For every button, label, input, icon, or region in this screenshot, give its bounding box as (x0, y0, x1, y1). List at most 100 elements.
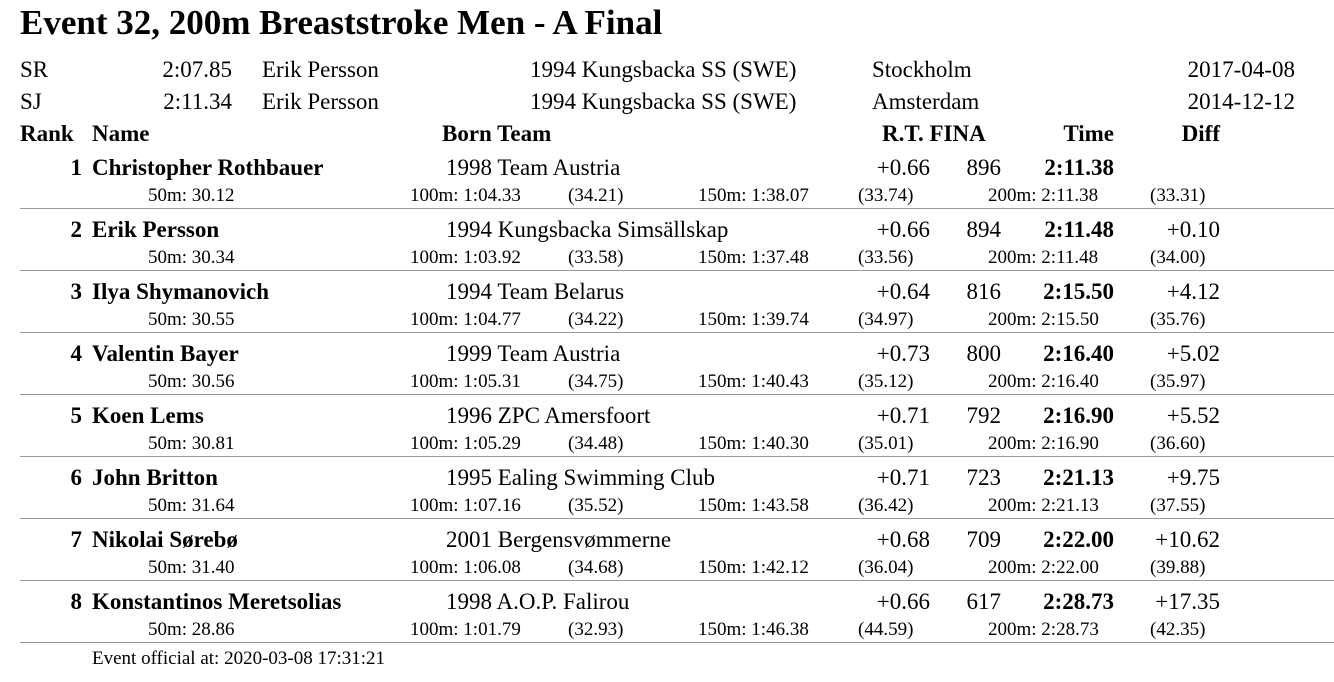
born-team-cell: 1998 A.O.P. Falirou (446, 589, 630, 614)
reaction-time: +0.73 (876, 341, 930, 366)
born-team-cell: 1994 Kungsbacka Simsällskap (446, 217, 729, 242)
row-divider (20, 518, 1334, 519)
final-time: 2:16.90 (1043, 403, 1114, 428)
swimmer-name: John Britton (92, 465, 218, 490)
split-150m: 150m: 1:40.30 (698, 433, 809, 454)
split-50m: 50m: 28.86 (148, 619, 235, 640)
table-row: 3 Ilya Shymanovich 1994 Team Belarus +0.… (0, 279, 1334, 341)
lap-200m: (35.76) (1150, 309, 1206, 330)
record-holder: Erik Persson (262, 57, 379, 82)
diff-cell: +5.52 (1166, 403, 1220, 428)
rank-cell: 8 (70, 589, 83, 614)
lap-100m: (33.58) (568, 247, 624, 268)
reaction-time: +0.64 (876, 279, 930, 304)
row-divider (20, 642, 1334, 643)
reaction-time: +0.71 (876, 403, 930, 428)
rank-cell: 6 (70, 465, 83, 490)
reaction-time: +0.66 (876, 217, 930, 242)
row-divider (20, 270, 1334, 271)
final-time: 2:11.38 (1044, 155, 1114, 180)
split-200m: 200m: 2:22.00 (988, 557, 1099, 578)
split-200m: 200m: 2:11.38 (988, 185, 1099, 206)
lap-200m: (37.55) (1150, 495, 1206, 516)
header-diff: Diff (1181, 121, 1220, 146)
table-row: 1 Christopher Rothbauer 1998 Team Austri… (0, 155, 1334, 217)
diff-cell: +5.02 (1166, 341, 1220, 366)
reaction-time: +0.66 (876, 155, 930, 180)
page-title: Event 32, 200m Breaststroke Men - A Fina… (20, 3, 663, 42)
diff-cell: +0.10 (1166, 217, 1220, 242)
split-200m: 200m: 2:21.13 (988, 495, 1099, 516)
record-holder: Erik Persson (262, 89, 379, 114)
swimmer-name: Ilya Shymanovich (92, 279, 270, 304)
swimmer-name: Christopher Rothbauer (92, 155, 324, 180)
row-divider (20, 456, 1334, 457)
lap-150m: (36.42) (858, 495, 914, 516)
split-100m: 100m: 1:05.31 (410, 371, 521, 392)
split-50m: 50m: 30.81 (148, 433, 235, 454)
rank-cell: 5 (70, 403, 83, 428)
lap-150m: (33.74) (858, 185, 914, 206)
fina-points: 617 (966, 589, 1002, 614)
record-time: 2:07.85 (162, 57, 232, 82)
split-150m: 150m: 1:42.12 (698, 557, 809, 578)
split-150m: 150m: 1:40.43 (698, 371, 809, 392)
fina-points: 792 (966, 403, 1002, 428)
born-team-cell: 1995 Ealing Swimming Club (446, 465, 715, 490)
record-date: 2014-12-12 (1187, 89, 1295, 114)
split-100m: 100m: 1:07.16 (410, 495, 521, 516)
header-born-team: Born Team (442, 121, 552, 146)
event-official-timestamp: Event official at: 2020-03-08 17:31:21 (92, 648, 386, 669)
final-time: 2:28.73 (1043, 589, 1114, 614)
lap-100m: (35.52) (568, 495, 624, 516)
reaction-time: +0.66 (876, 589, 930, 614)
lap-150m: (34.97) (858, 309, 914, 330)
lap-150m: (36.04) (858, 557, 914, 578)
fina-points: 709 (966, 527, 1002, 552)
rank-cell: 3 (70, 279, 83, 304)
lap-100m: (34.68) (568, 557, 624, 578)
reaction-time: +0.68 (876, 527, 930, 552)
split-50m: 50m: 30.12 (148, 185, 235, 206)
split-100m: 100m: 1:03.92 (410, 247, 521, 268)
record-time: 2:11.34 (163, 89, 232, 114)
row-divider (20, 332, 1334, 333)
diff-cell: +17.35 (1155, 589, 1220, 614)
lap-200m: (36.60) (1150, 433, 1206, 454)
split-200m: 200m: 2:11.48 (988, 247, 1099, 268)
final-time: 2:15.50 (1043, 279, 1114, 304)
lap-200m: (35.97) (1150, 371, 1206, 392)
born-team-cell: 2001 Bergensvømmerne (446, 527, 672, 552)
rank-cell: 4 (70, 341, 83, 366)
split-100m: 100m: 1:01.79 (410, 619, 521, 640)
diff-cell: +10.62 (1155, 527, 1220, 552)
fina-points: 816 (966, 279, 1002, 304)
split-100m: 100m: 1:05.29 (410, 433, 521, 454)
row-divider (20, 394, 1334, 395)
split-150m: 150m: 1:43.58 (698, 495, 809, 516)
lap-100m: (34.21) (568, 185, 624, 206)
born-team-cell: 1996 ZPC Amersfoort (446, 403, 651, 428)
split-150m: 150m: 1:37.48 (698, 247, 809, 268)
diff-cell: +9.75 (1166, 465, 1220, 490)
rank-cell: 2 (70, 217, 83, 242)
lap-200m: (39.88) (1150, 557, 1206, 578)
split-150m: 150m: 1:46.38 (698, 619, 809, 640)
final-time: 2:21.13 (1043, 465, 1114, 490)
fina-points: 894 (966, 217, 1002, 242)
split-200m: 200m: 2:15.50 (988, 309, 1099, 330)
record-born-team: 1994 Kungsbacka SS (SWE) (530, 57, 797, 82)
header-time: Time (1063, 121, 1114, 146)
record-code: SJ (20, 89, 42, 114)
split-50m: 50m: 31.40 (148, 557, 235, 578)
final-time: 2:22.00 (1043, 527, 1114, 552)
final-time: 2:16.40 (1043, 341, 1114, 366)
lap-150m: (44.59) (858, 619, 914, 640)
table-row: 5 Koen Lems 1996 ZPC Amersfoort +0.71 79… (0, 403, 1334, 465)
split-150m: 150m: 1:38.07 (698, 185, 809, 206)
split-50m: 50m: 30.56 (148, 371, 235, 392)
table-row: 6 John Britton 1995 Ealing Swimming Club… (0, 465, 1334, 527)
table-row: 2 Erik Persson 1994 Kungsbacka Simsällsk… (0, 217, 1334, 279)
split-200m: 200m: 2:16.90 (988, 433, 1099, 454)
split-50m: 50m: 30.34 (148, 247, 235, 268)
